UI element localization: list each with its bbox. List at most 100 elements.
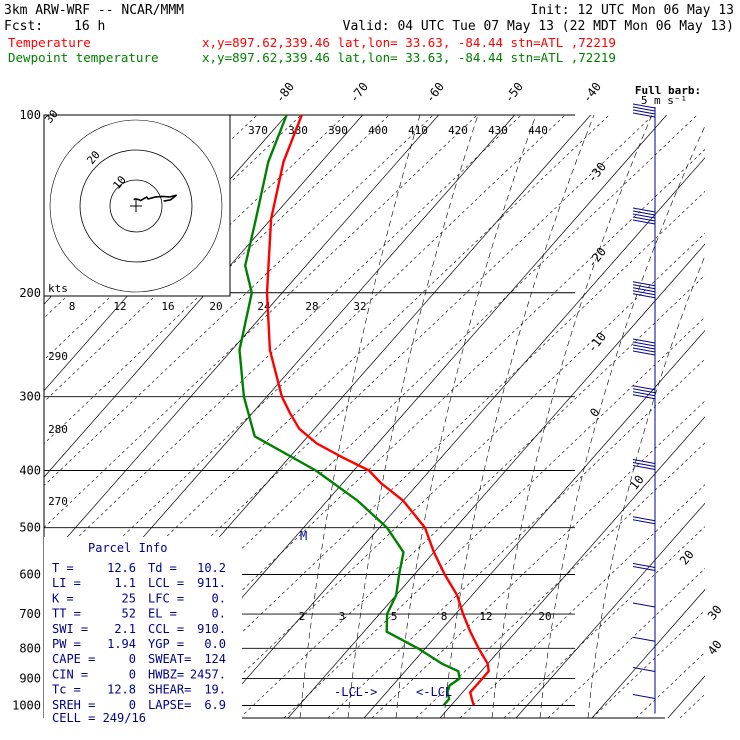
forecast-label: Fcst: [4, 19, 43, 34]
tropopause-marker: M [300, 529, 307, 543]
parcel-row-label-left: Tc = [52, 683, 81, 697]
dry-adiabat [415, 442, 705, 718]
dry-adiabat [591, 609, 705, 718]
parcel-row-value-left: 2.1 [114, 622, 136, 636]
mixing-ratio-label-lower: 5 [391, 610, 398, 623]
lcl-marker-left: -LCL-> [334, 685, 377, 699]
wind-barb-flag [632, 287, 656, 293]
isotherm-label: 40 [705, 638, 725, 658]
isotherm-label: -50 [502, 80, 526, 106]
parcel-row-value-left: 0 [129, 652, 136, 666]
parcel-row-value-right: 2457. [190, 667, 226, 681]
theta-label: 370 [248, 124, 268, 137]
mixing-ratio-label: 32 [353, 300, 366, 313]
isobar-label: 200 [19, 286, 41, 300]
parcel-row-value-left: 0 [129, 698, 136, 712]
moist-adiabat [347, 115, 479, 718]
parcel-row-label-right: LFC = [148, 591, 184, 605]
legend-dewpoint-location: x,y=897.62,339.46 lat,lon= 33.63, -84.44… [202, 50, 616, 65]
parcel-row-label-left: K = [52, 591, 74, 605]
wind-barb-flag [632, 693, 656, 699]
wind-scale-unit: 5 m s⁻¹ [641, 94, 687, 107]
mixing-ratio-label: 12 [113, 300, 126, 313]
isotherm [44, 115, 363, 478]
parcel-row-label-left: CIN = [52, 667, 88, 681]
parcel-row-value-left: 25 [122, 591, 136, 605]
parcel-row-value-right: 0. [212, 607, 226, 621]
isotherm-label: -60 [423, 80, 447, 106]
theta-label: 430 [488, 124, 508, 137]
theta-label-left: 270 [48, 495, 68, 508]
wind-barb-flag [632, 350, 656, 356]
wind-barb-flag [632, 394, 656, 400]
wind-barb-flag [632, 106, 656, 112]
wind-barb-flag [632, 219, 656, 225]
isobar-label: 600 [19, 567, 41, 581]
legend-dewpoint: Dewpoint temperature [8, 50, 159, 65]
parcel-row-value-right: 10.2 [197, 561, 226, 575]
parcel-row-value-left: 1.94 [107, 637, 136, 651]
isobar-label: 700 [19, 607, 41, 621]
wind-barb-flag [632, 210, 656, 216]
hodograph-ring [79, 149, 193, 263]
parcel-row-label-right: SWEAT= [148, 652, 191, 666]
parcel-info-rows: T = 12.6 Td = 10.2 LI = 1.1 LCL = 911. K = 25 LFC … [52, 561, 226, 712]
isotherm-label: 10 [627, 473, 647, 493]
isotherm-label: 30 [705, 603, 725, 623]
dry-adiabat [635, 651, 705, 718]
theta-label-left: 290 [48, 350, 68, 363]
moist-adiabat [443, 115, 595, 718]
parcel-row-label-left: TT = [52, 607, 81, 621]
dry-adiabat [724, 115, 740, 718]
parcel-row-value-right: 124 [204, 652, 226, 666]
mixing-ratio-label-lower: 20 [538, 610, 551, 623]
dry-adiabat [547, 568, 705, 718]
parcel-row-value-left: 52 [122, 607, 136, 621]
model-title: 3km ARW-WRF -- NCAR/MMM [4, 3, 184, 18]
parcel-row-value-right: 911. [197, 576, 226, 590]
temperature-line [265, 114, 490, 706]
wind-barb-flag [632, 519, 656, 525]
hodograph-ring [109, 179, 163, 233]
parcel-info-box: Parcel Info T = 12.6 Td = 10.2 LI = 1.1 LCL = 9… [44, 537, 242, 727]
valid-time: Valid: 04 UTC Tue 07 May 13 (22 MDT Mon … [343, 19, 734, 34]
mixing-ratio-label: 16 [161, 300, 174, 313]
wind-barb-flag [632, 103, 656, 109]
moist-adiabat [299, 115, 421, 718]
parcel-row-value-right: 6.9 [204, 698, 226, 712]
mixing-ratio-label: 20 [209, 300, 222, 313]
mixing-ratio-label-lower: 8 [441, 610, 448, 623]
wind-barb-flag [632, 562, 656, 568]
parcel-row-value-right: 910. [197, 622, 226, 636]
parcel-row-label-right: LAPSE= [148, 698, 191, 712]
mixing-ratio-label: 28 [305, 300, 318, 313]
wind-barb-flag [632, 344, 656, 350]
dry-adiabat [239, 274, 705, 718]
wind-barb-flag [632, 347, 656, 353]
parcel-row-label-right: YGP = [148, 637, 184, 651]
parcel-row-label-right: Td = [148, 561, 177, 575]
isobar-label: 300 [19, 390, 41, 404]
forecast-hour: 16 h [74, 19, 105, 34]
parcel-row-label-right: LCL = [148, 576, 184, 590]
wind-barb-flag [632, 213, 656, 219]
isotherm [44, 115, 439, 564]
parcel-row-label-right: EL = [148, 607, 177, 621]
isotherm [591, 589, 705, 718]
dry-adiabat [327, 358, 705, 718]
wind-scale-title: Full barb: [635, 84, 701, 97]
dry-adiabat [503, 526, 705, 718]
isotherm-label: -40 [580, 80, 604, 106]
isobar-label: 400 [19, 464, 41, 478]
parcel-row-label-left: PW = [52, 637, 81, 651]
wind-barb-flag [632, 281, 656, 287]
dry-adiabat [283, 316, 705, 718]
mixing-ratio-label: 8 [69, 300, 76, 313]
hodograph-unit: kts [48, 282, 68, 295]
wind-barb-flag [632, 293, 656, 299]
theta-label: 420 [448, 124, 468, 137]
parcel-row-value-left: 1.1 [114, 576, 136, 590]
wind-barb-flag [632, 385, 656, 391]
wind-barb-flag [632, 636, 656, 642]
